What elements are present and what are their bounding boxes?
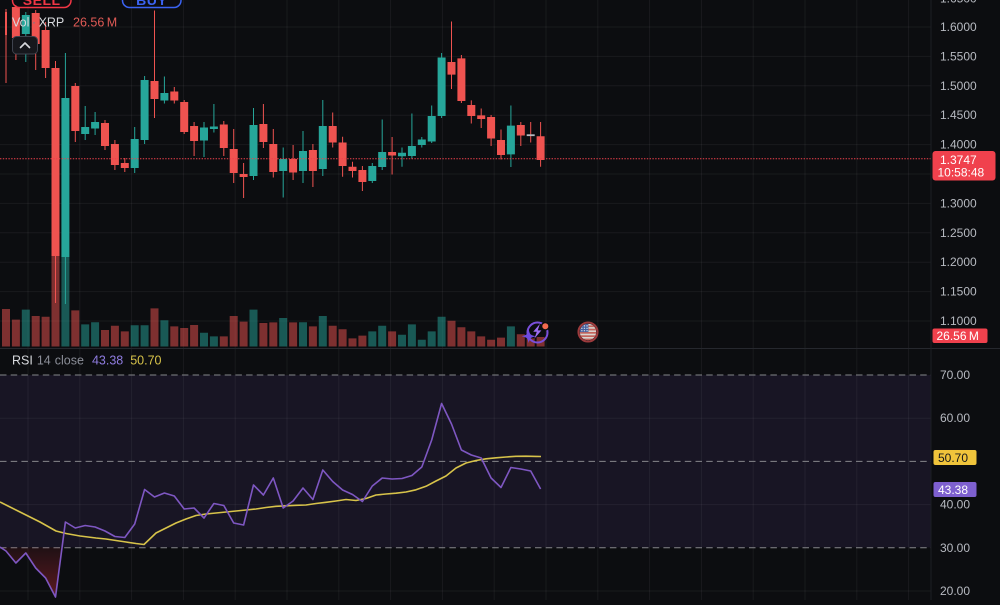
svg-text:1.6000: 1.6000 [940, 20, 977, 34]
svg-text:1.1000: 1.1000 [940, 314, 977, 328]
svg-text:20.00: 20.00 [940, 584, 970, 598]
svg-text:1.1500: 1.1500 [940, 285, 977, 299]
svg-text:SELL: SELL [23, 0, 61, 8]
svg-text:1.3747: 1.3747 [940, 153, 977, 167]
svg-text:1.4000: 1.4000 [940, 138, 977, 152]
svg-text:1.6500: 1.6500 [940, 0, 977, 6]
svg-text:43.38: 43.38 [938, 483, 968, 497]
svg-text:1.5000: 1.5000 [940, 79, 977, 93]
svg-text:40.00: 40.00 [940, 498, 970, 512]
svg-text:30.00: 30.00 [940, 541, 970, 555]
svg-text:10:58:48: 10:58:48 [938, 166, 985, 180]
svg-text:1.5500: 1.5500 [940, 49, 977, 63]
svg-text:26.56 M: 26.56 M [937, 329, 979, 343]
svg-text:1.4500: 1.4500 [940, 108, 977, 122]
svg-text:50.70: 50.70 [938, 451, 968, 465]
svg-text:1.3000: 1.3000 [940, 196, 977, 210]
svg-text:60.00: 60.00 [940, 411, 970, 425]
svg-text:1.2500: 1.2500 [940, 226, 977, 240]
svg-text:BUY: BUY [136, 0, 167, 8]
svg-text:70.00: 70.00 [940, 368, 970, 382]
svg-text:1.2000: 1.2000 [940, 255, 977, 269]
